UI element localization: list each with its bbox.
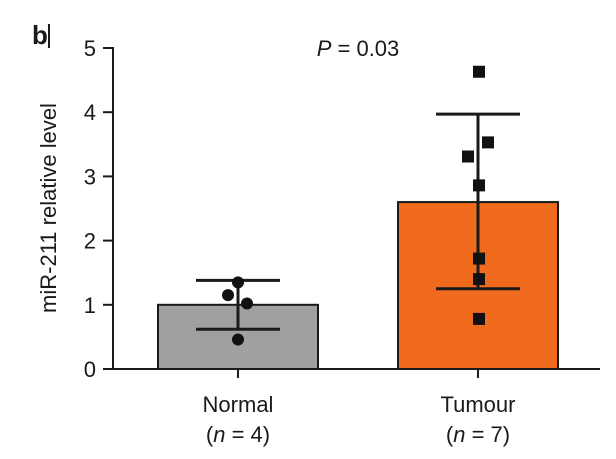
y-tick-label: 5	[84, 36, 96, 61]
point-tumour	[473, 252, 485, 265]
sample-size-open: (	[206, 422, 214, 447]
y-axis-label: miR-211 relative level	[36, 103, 61, 313]
p-value-annotation: P = 0.03	[317, 36, 400, 61]
point-tumour	[473, 273, 485, 286]
category-label-tumour: Tumour	[441, 392, 516, 417]
axes	[112, 47, 600, 370]
point-tumour	[462, 150, 474, 163]
bars	[157, 201, 559, 370]
panel-label: b	[32, 20, 48, 50]
sample-size-value: = 7)	[465, 422, 510, 447]
y-axis-ticks: 0 1 2 3 4 5	[84, 36, 113, 382]
y-tick-label: 0	[84, 357, 96, 382]
point-normal	[232, 276, 244, 289]
data-points	[222, 65, 494, 346]
y-tick-label: 2	[84, 229, 96, 254]
y-tick-label: 4	[84, 100, 96, 125]
sample-size-tumour: (n = 7)	[446, 422, 510, 447]
point-tumour	[482, 136, 494, 149]
y-tick-label: 1	[84, 293, 96, 318]
point-tumour	[473, 65, 485, 78]
y-tick-label: 3	[84, 164, 96, 189]
p-value-text: = 0.03	[331, 36, 399, 61]
category-label-normal: Normal	[203, 392, 274, 417]
point-normal	[232, 333, 244, 346]
sample-size-n: n	[213, 422, 225, 447]
sample-size-value: = 4)	[225, 422, 270, 447]
p-value-symbol: P	[317, 36, 332, 61]
point-normal	[222, 289, 234, 302]
point-tumour	[473, 179, 485, 192]
point-normal	[241, 297, 253, 310]
category-labels: Normal(n = 4)Tumour(n = 7)	[203, 369, 516, 447]
point-tumour	[473, 312, 485, 325]
sample-size-open: (	[446, 422, 454, 447]
sample-size-normal: (n = 4)	[206, 422, 270, 447]
sample-size-n: n	[453, 422, 465, 447]
